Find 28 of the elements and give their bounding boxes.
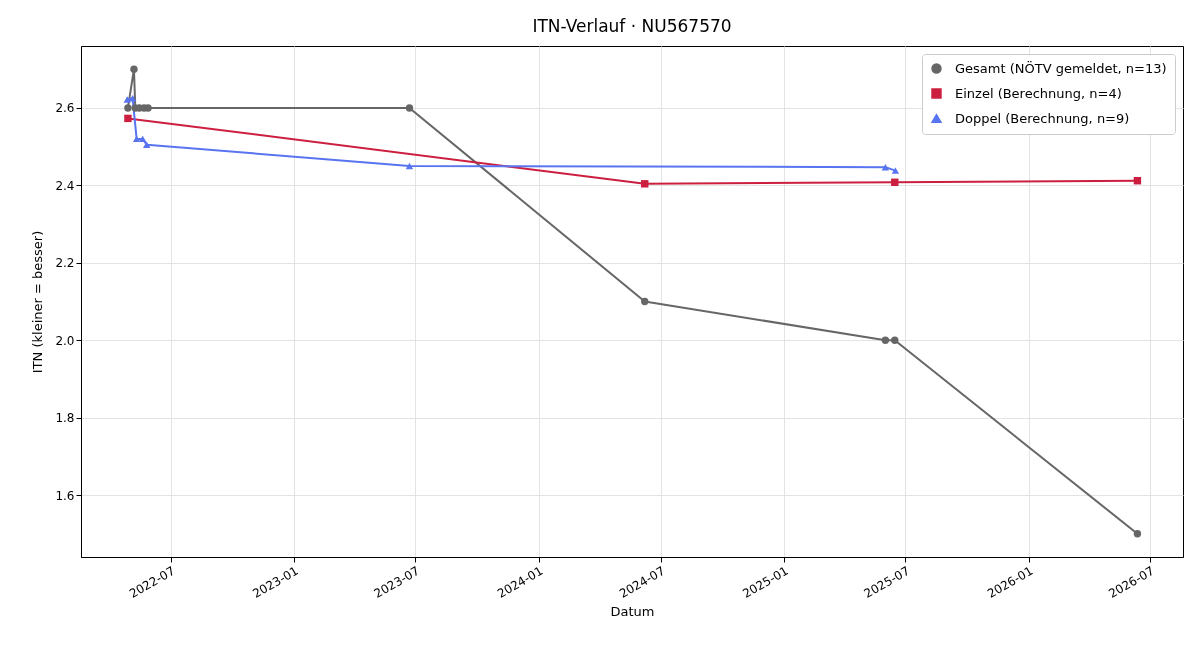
point: [891, 167, 900, 174]
point: [1133, 530, 1142, 538]
x-axis-title: Datum: [610, 604, 655, 620]
legend-label: Doppel (Berechnung, n=9): [955, 110, 1130, 126]
y-axis-title: ITN (kleiner = besser): [30, 230, 46, 374]
y-tick-label: 1.6: [55, 488, 75, 503]
y-tick-label: 2.6: [55, 101, 75, 116]
point: [405, 104, 414, 112]
point: [123, 96, 131, 103]
point: [641, 180, 649, 188]
y-tick-label: 2.4: [55, 178, 75, 193]
point: [881, 336, 890, 344]
point: [405, 162, 414, 170]
point: [132, 135, 141, 143]
point: [138, 135, 147, 143]
legend-label: Gesamt (NÖTV gemeldet, n=13): [955, 59, 1167, 76]
point: [142, 141, 151, 148]
y-tick-label: 2.2: [55, 256, 75, 271]
point: [124, 114, 132, 123]
y-tick-label: 2.0: [55, 333, 75, 348]
point: [891, 336, 899, 344]
point: [124, 104, 132, 112]
chart-title: ITN-Verlauf · NU567570: [532, 16, 732, 36]
y-tick-label: 1.8: [55, 411, 75, 426]
point: [881, 163, 890, 171]
point: [641, 297, 649, 306]
point: [130, 65, 138, 73]
legend-label: Einzel (Berechnung, n=4): [955, 85, 1122, 101]
